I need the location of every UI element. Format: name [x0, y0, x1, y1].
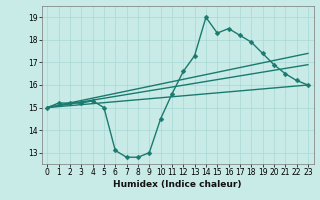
X-axis label: Humidex (Indice chaleur): Humidex (Indice chaleur) [113, 180, 242, 189]
